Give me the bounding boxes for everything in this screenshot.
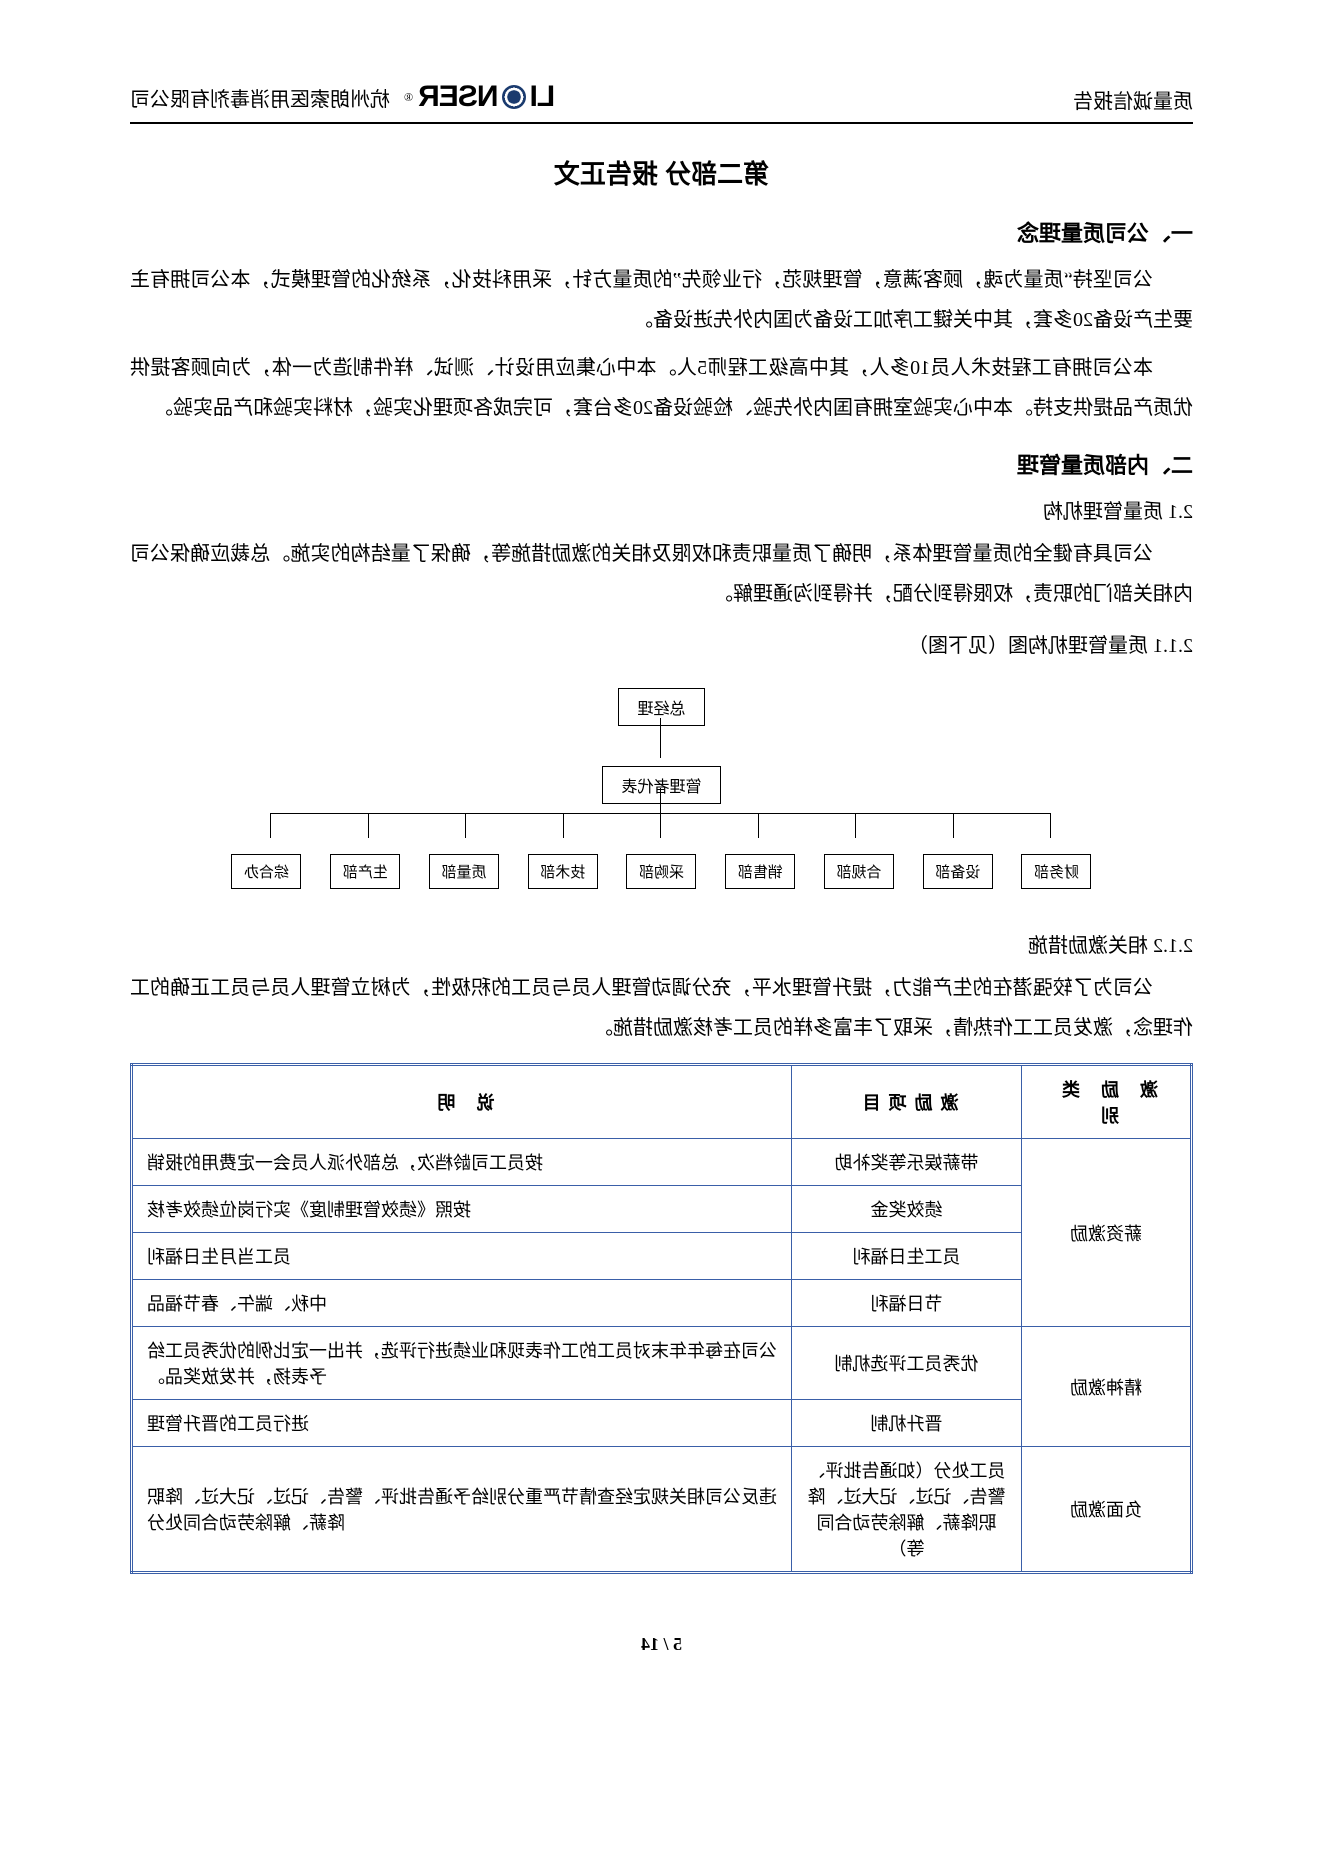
org-node-dept: 采购部: [627, 854, 697, 889]
th-desc: 说 明: [132, 1065, 792, 1139]
org-node-dept: 财务部: [1022, 854, 1092, 889]
cell-project: 优秀员工评选机制: [792, 1327, 1022, 1400]
table-row: 精神激励优秀员工评选机制公司在每年年末对员工的工作表现和业绩进行评选，并出一定比…: [132, 1327, 1192, 1400]
cell-desc: 员工当月生日福利: [132, 1233, 792, 1280]
cell-desc: 进行员工的晋升管理: [132, 1400, 792, 1447]
org-node-dept: 质量部: [429, 854, 499, 889]
logo-text-suffix: NSER: [419, 80, 498, 114]
org-node-top: 总经理: [619, 688, 705, 726]
cell-desc: 按员工司龄档次，总部外派人员会一定费用的报销: [132, 1139, 792, 1186]
heading-21: 2.1 质量管理机构: [130, 495, 1193, 524]
heading-211: 2.1.1 质量管理机构图（见下图）: [130, 629, 1193, 658]
cell-desc: 公司在每年年末对员工的工作表现和业绩进行评选，并出一定比例的优秀员工给予表扬，并…: [132, 1327, 792, 1400]
logo-icon: [502, 85, 526, 109]
cell-project: 绩效奖金: [792, 1186, 1022, 1233]
org-node-mgr: 管理者代表: [603, 766, 721, 804]
cell-project: 节日福利: [792, 1280, 1022, 1327]
cell-category: 薪资激励: [1022, 1139, 1192, 1327]
page-number: 5 / 14: [130, 1634, 1193, 1655]
cell-desc: 中秋、端午、春节福品: [132, 1280, 792, 1327]
incentive-table: 激 励 类 别 激励项目 说 明 薪资激励带薪娱乐等奖补助按员工司龄档次，总部外…: [130, 1063, 1193, 1574]
cell-category: 负面激励: [1022, 1447, 1192, 1573]
heading-s1: 一、公司质量理念: [130, 216, 1193, 248]
org-chart: 总经理 管理者代表 财务部设备部合规部销售部采购部技术部质量部生产部综合办: [232, 688, 1092, 889]
company-name: 杭州朗索医用消毒剂有限公司: [130, 83, 390, 112]
cell-desc: 按照《绩效管理制度》实行岗位绩效考核: [132, 1186, 792, 1233]
cell-project: 带薪娱乐等奖补助: [792, 1139, 1022, 1186]
cell-project: 员工处分（如通告批评、警告、记过、记大过、降职降薪、解除劳动合同等）: [792, 1447, 1022, 1573]
org-node-dept: 合规部: [824, 854, 894, 889]
section-title: 第二部分 报告正文: [130, 154, 1193, 191]
doc-title-short: 质量诚信报告: [1073, 85, 1193, 114]
paragraph: 公司坚持“质量为魂，顾客满意，管理规范，行业领先”的质量方针，采用科技化，系统化…: [130, 260, 1193, 340]
org-node-dept: 设备部: [923, 854, 993, 889]
th-project: 激励项目: [792, 1065, 1022, 1139]
org-node-dept: 技术部: [528, 854, 598, 889]
org-level3: 财务部设备部合规部销售部采购部技术部质量部生产部综合办: [232, 854, 1092, 889]
logo-text-prefix: LI: [530, 80, 555, 114]
cell-project: 晋升机制: [792, 1400, 1022, 1447]
table-row: 负面激励员工处分（如通告批评、警告、记过、记大过、降职降薪、解除劳动合同等）违反…: [132, 1447, 1192, 1573]
org-node-dept: 生产部: [330, 854, 400, 889]
table-row: 薪资激励带薪娱乐等奖补助按员工司龄档次，总部外派人员会一定费用的报销: [132, 1139, 1192, 1186]
heading-212: 2.1.2 相关激励措施: [130, 929, 1193, 958]
cell-project: 员工生日福利: [792, 1233, 1022, 1280]
cell-desc: 违反公司相关规定经查情节严重分别给予通告批评、警告、记过、记大过、降职降薪、解除…: [132, 1447, 792, 1573]
paragraph: 公司为了较强潜在的生产能力，提升管理水平，充分调动管理人员与员工的积极性，为树立…: [130, 968, 1193, 1048]
org-node-dept: 综合办: [232, 854, 302, 889]
header-right: LI NSER ® 杭州朗索医用消毒剂有限公司: [130, 80, 555, 114]
paragraph: 本公司拥有工程技术人员10多人，其中高级工程师5人。本中心集应用设计、测试、样件…: [130, 348, 1193, 428]
th-category: 激 励 类 别: [1022, 1065, 1192, 1139]
cell-category: 精神激励: [1022, 1327, 1192, 1447]
paragraph: 公司具有健全的质量管理体系，明确了质量职责和权限及相关的激励措施等，确保了量结构…: [130, 534, 1193, 614]
page-header: 质量诚信报告 LI NSER ® 杭州朗索医用消毒剂有限公司: [130, 80, 1193, 124]
heading-s2: 二、内部质量管理: [130, 448, 1193, 480]
org-node-dept: 销售部: [725, 854, 795, 889]
